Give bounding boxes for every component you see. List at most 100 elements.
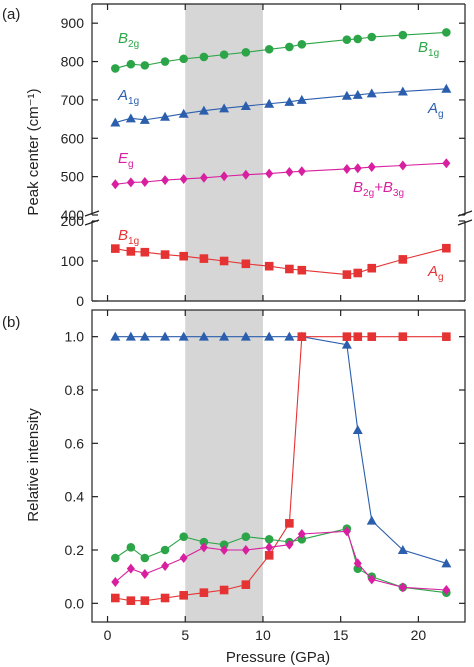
a-data-point [296, 94, 307, 104]
b-data-point [198, 331, 209, 341]
a-y-tick-label: 0 [76, 293, 84, 309]
a-data-point [140, 177, 149, 188]
b-data-point [178, 331, 189, 341]
b-data-point [264, 331, 275, 341]
b-data-point [398, 332, 408, 341]
b-data-point [366, 515, 377, 525]
b-x-tick-label: 10 [255, 627, 271, 643]
b-data-point [126, 563, 135, 574]
a-data-point [285, 42, 294, 52]
b-data-point [297, 332, 307, 341]
b-data-point [264, 551, 274, 560]
a-data-point [441, 83, 452, 93]
a-data-point [178, 108, 189, 118]
a-data-point [264, 44, 274, 54]
b-series-line-1 [115, 336, 447, 602]
axis-break-mark [84, 210, 100, 217]
b-data-point [353, 332, 363, 341]
a-data-point [139, 114, 150, 124]
b-data-point [442, 332, 451, 341]
shaded-pressure-range-a [185, 4, 263, 301]
b-x-tick-label: 15 [333, 627, 349, 643]
b-data-point [398, 582, 407, 593]
a-data-point [241, 259, 251, 269]
a-data-point [199, 52, 209, 62]
b-data-point [125, 331, 136, 341]
b-data-point [219, 540, 229, 549]
a-data-point [285, 264, 294, 274]
b-data-point [139, 331, 150, 341]
b-data-point [367, 332, 377, 341]
a-data-point [111, 179, 120, 190]
a-data-point [297, 166, 306, 177]
panel-label-a: (a) [2, 6, 20, 23]
a-data-point [284, 96, 295, 106]
a-data-point [219, 50, 229, 59]
a-y-tick-label: 200 [61, 213, 85, 229]
a-data-point [297, 39, 307, 49]
b-data-point [265, 542, 274, 553]
b-data-point [297, 529, 306, 539]
a-data-point [367, 32, 377, 42]
a-y-tick-label: 500 [61, 169, 85, 185]
b-x-tick-label: 20 [411, 627, 427, 643]
panel-label-b: (b) [2, 314, 20, 331]
b-data-point [179, 591, 188, 600]
a-data-point [199, 254, 209, 263]
b-data-point [219, 331, 230, 341]
a-data-point [353, 34, 363, 44]
a-y-tick-label: 800 [61, 54, 85, 70]
mode-label: Eg [118, 150, 134, 170]
a-data-point [342, 163, 351, 174]
b-data-point [240, 331, 251, 341]
a-data-point [140, 247, 150, 257]
a-data-point [442, 243, 451, 253]
b-data-point [220, 545, 229, 555]
b-data-point [297, 535, 307, 544]
a-data-point [126, 59, 136, 69]
b-y-tick-label: 0.2 [65, 542, 85, 558]
b-data-point [140, 569, 149, 579]
b-data-point [284, 331, 295, 341]
b-data-point [342, 526, 351, 537]
a-data-point [398, 160, 407, 171]
b-x-tick-label: 0 [104, 627, 112, 643]
b-data-point [219, 585, 229, 595]
b-data-point [140, 596, 150, 605]
a-data-point [126, 177, 135, 188]
b-data-point [397, 545, 408, 554]
b-data-point [241, 580, 251, 589]
a-y-tick-label: 100 [61, 253, 85, 269]
b-data-point [199, 537, 209, 547]
a-data-point [264, 98, 275, 108]
b-data-point [353, 558, 362, 569]
a-data-point [265, 168, 274, 179]
b-data-point [160, 545, 170, 555]
b-data-point [160, 331, 171, 341]
a-data-point [179, 251, 188, 261]
b-data-point [161, 561, 170, 571]
a-data-point [367, 162, 376, 173]
b-y-tick-label: 0.0 [65, 595, 85, 611]
b-data-point [442, 585, 451, 595]
a-y-tick-label: 600 [61, 130, 85, 146]
a-data-point [160, 111, 171, 121]
b-data-point [241, 545, 250, 555]
mode-label: B1g [118, 227, 139, 247]
a-data-point [285, 167, 294, 178]
a-data-point [352, 89, 363, 99]
a-y-tick-label: 900 [61, 15, 85, 31]
b-data-point [111, 593, 120, 603]
b-data-point [140, 553, 150, 563]
b-data-point [285, 539, 294, 550]
b-data-point [111, 577, 120, 587]
b-data-point [179, 532, 188, 541]
a-data-point [140, 61, 150, 70]
a-data-point [241, 48, 251, 57]
b-series-line-3 [114, 530, 447, 591]
b-y-tick-label: 0.8 [65, 382, 85, 398]
shaded-pressure-range-b [185, 310, 263, 622]
a-y-tick-label: 700 [61, 92, 85, 108]
mode-label: Ag [427, 100, 444, 120]
